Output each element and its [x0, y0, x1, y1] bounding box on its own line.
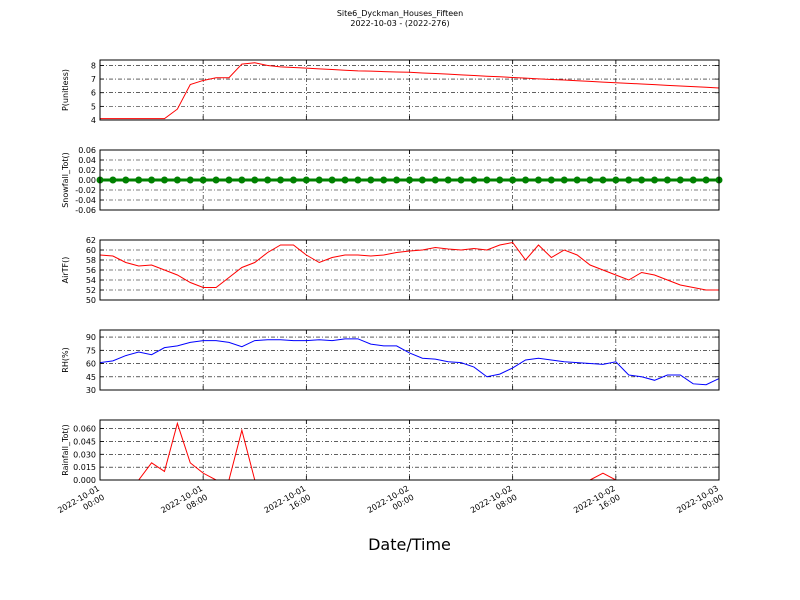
data-point	[212, 176, 220, 184]
data-point	[534, 176, 542, 184]
y-tick-label: 60	[86, 246, 96, 255]
data-point	[277, 176, 285, 184]
y-axis-label: P(unitless)	[61, 69, 70, 111]
plot-frame	[99, 419, 720, 481]
y-tick-label: -0.04	[75, 196, 96, 205]
data-point	[431, 176, 439, 184]
y-axis-label: Snowfall_Tot()	[61, 152, 70, 208]
y-tick-label: 7	[91, 75, 96, 84]
data-point	[264, 176, 272, 184]
y-tick-label: 0.060	[73, 425, 96, 434]
data-point	[509, 176, 517, 184]
y-axis-label: AirTF()	[61, 257, 70, 284]
y-tick-label: 52	[86, 286, 96, 295]
y-tick-label: 75	[86, 346, 96, 355]
data-point	[573, 176, 581, 184]
plot-frame	[99, 239, 720, 301]
data-line	[100, 62, 720, 120]
data-point	[560, 176, 568, 184]
data-point	[406, 176, 413, 184]
data-point	[302, 176, 310, 184]
data-point	[599, 176, 607, 184]
data-point	[328, 176, 336, 184]
y-tick-label: 0.030	[73, 450, 96, 459]
y-tick-label: 60	[86, 360, 96, 369]
y-tick-label: 45	[86, 373, 96, 382]
data-point	[522, 176, 530, 184]
data-point	[199, 176, 207, 184]
data-point	[418, 176, 426, 184]
data-point	[457, 176, 465, 184]
data-point	[625, 176, 633, 184]
data-point	[122, 176, 130, 184]
y-tick-label: 54	[86, 276, 96, 285]
y-tick-label: 0.02	[78, 166, 96, 175]
x-axis-label: Date/Time	[368, 535, 451, 554]
y-tick-label: 0.04	[78, 156, 96, 165]
data-point	[135, 176, 143, 184]
plot-frame	[99, 329, 720, 391]
data-point	[547, 176, 555, 184]
plot-frame	[99, 59, 720, 121]
y-tick-label: 6	[91, 89, 96, 98]
data-point	[470, 176, 478, 184]
y-axis-label: Rainfall_Tot()	[61, 424, 70, 476]
chart-title: Site6_Dyckman_Houses_Fifteen	[337, 9, 463, 18]
y-tick-label: 5	[91, 102, 96, 111]
data-point	[638, 176, 646, 184]
data-point	[315, 176, 323, 184]
data-point	[289, 176, 297, 184]
data-point	[367, 176, 375, 184]
y-tick-label: 50	[86, 296, 96, 305]
data-point	[186, 176, 194, 184]
y-tick-label: 58	[86, 256, 96, 265]
data-point	[676, 176, 684, 184]
y-tick-label: 0.06	[78, 146, 96, 155]
data-point	[148, 176, 156, 184]
y-tick-label: 8	[91, 61, 96, 70]
data-point	[251, 176, 259, 184]
y-tick-label: 0.000	[73, 476, 96, 485]
y-tick-label: -0.06	[75, 206, 96, 215]
chart-subtitle: 2022-10-03 - (2022-276)	[350, 19, 449, 28]
plot-frame	[99, 149, 720, 211]
data-point	[586, 176, 594, 184]
data-point	[238, 176, 246, 184]
y-tick-label: 0.00	[78, 176, 96, 185]
data-point	[612, 176, 620, 184]
data-point	[341, 176, 349, 184]
data-line	[99, 338, 720, 386]
data-point	[663, 176, 671, 184]
y-tick-label: 0.015	[73, 463, 96, 472]
data-point	[354, 176, 362, 184]
data-point	[651, 176, 659, 184]
data-point	[496, 176, 504, 184]
data-point	[689, 176, 697, 184]
data-point	[173, 176, 181, 184]
data-point	[444, 176, 452, 184]
data-point	[109, 176, 117, 184]
data-point	[225, 176, 233, 184]
data-point	[483, 176, 491, 184]
data-point	[702, 176, 710, 184]
y-tick-label: 90	[86, 333, 96, 342]
y-tick-label: 56	[86, 266, 96, 275]
data-point	[380, 176, 388, 184]
y-tick-label: 62	[86, 236, 96, 245]
y-tick-label: -0.02	[75, 186, 96, 195]
y-tick-label: 30	[86, 386, 96, 395]
y-tick-label: 0.045	[73, 437, 96, 446]
y-axis-label: RH(%)	[61, 347, 70, 372]
data-point	[160, 176, 168, 184]
data-line	[99, 241, 719, 291]
data-point	[393, 176, 401, 184]
y-tick-label: 4	[91, 116, 96, 125]
